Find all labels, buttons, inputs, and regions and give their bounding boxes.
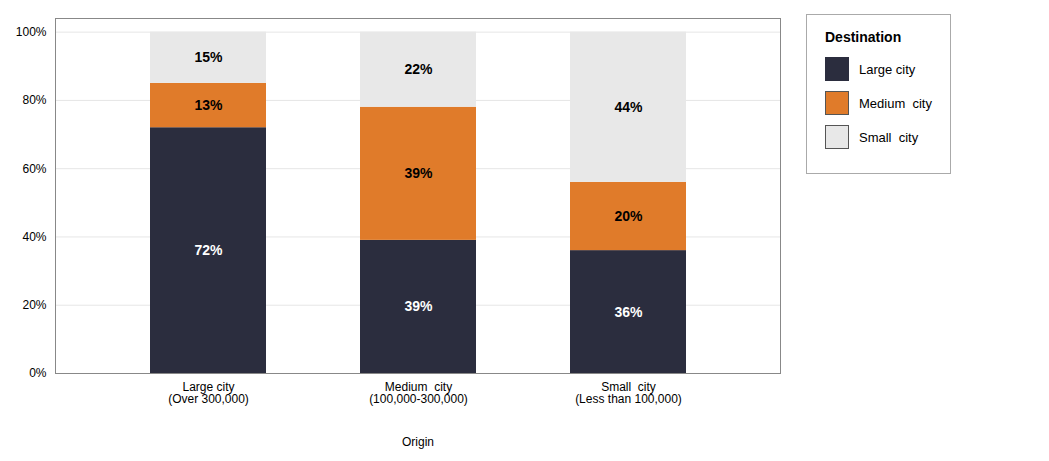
svg-text:39%: 39% <box>404 298 433 314</box>
svg-text:100%: 100% <box>16 25 47 39</box>
svg-text:39%: 39% <box>404 165 433 181</box>
svg-text:20%: 20% <box>22 298 46 312</box>
html-text:Destination: Destination <box>825 29 902 45</box>
svg-text:Large city(Over 300,000): Large city(Over 300,000) <box>168 380 249 406</box>
svg-text:36%: 36% <box>614 304 643 320</box>
html-text:Medium city: Medium city <box>859 95 932 111</box>
svg-text:13%: 13% <box>194 97 223 113</box>
svg-text:Origin: Origin <box>402 435 434 449</box>
html-text:Small city: Small city <box>859 129 919 145</box>
svg-text:15%: 15% <box>194 49 223 65</box>
svg-text:0%: 0% <box>29 366 47 380</box>
svg-text:40%: 40% <box>22 230 46 244</box>
svg-text:80%: 80% <box>22 93 46 107</box>
svg-text:20%: 20% <box>614 208 643 224</box>
svg-text:22%: 22% <box>404 61 433 77</box>
svg-text:Medium city(100,000-300,000): Medium city(100,000-300,000) <box>369 380 468 406</box>
svg-text:44%: 44% <box>614 99 643 115</box>
svg-text:60%: 60% <box>22 162 46 176</box>
svg-text:Small city(Less than 100,000): Small city(Less than 100,000) <box>575 380 682 406</box>
html-text:Large city: Large city <box>859 61 916 77</box>
svg-text:72%: 72% <box>194 242 223 258</box>
